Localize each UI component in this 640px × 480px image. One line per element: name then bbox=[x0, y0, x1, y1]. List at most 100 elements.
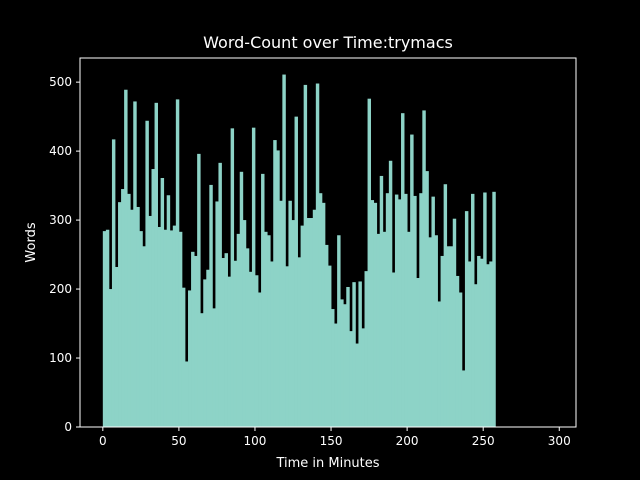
bar bbox=[291, 220, 295, 427]
bar bbox=[321, 202, 326, 427]
bar bbox=[121, 189, 125, 427]
bar bbox=[230, 128, 235, 427]
bar bbox=[437, 301, 441, 427]
bar bbox=[148, 215, 152, 427]
y-tick-label: 300 bbox=[49, 213, 72, 227]
x-tick-label: 0 bbox=[99, 434, 107, 448]
bar bbox=[361, 328, 365, 427]
bar bbox=[416, 278, 420, 427]
bar bbox=[367, 98, 371, 427]
bar bbox=[370, 200, 375, 427]
axes-frame bbox=[79, 57, 577, 428]
bar bbox=[191, 251, 195, 427]
bar bbox=[294, 116, 298, 427]
bar bbox=[242, 220, 247, 427]
bar bbox=[407, 231, 411, 427]
bar bbox=[419, 193, 423, 427]
bar bbox=[297, 257, 302, 427]
bar bbox=[440, 255, 445, 427]
bar bbox=[267, 235, 271, 427]
bar bbox=[443, 184, 448, 427]
bar bbox=[136, 206, 140, 427]
chart-title: Word-Count over Time:trymacs bbox=[203, 33, 453, 52]
y-tick-label: 500 bbox=[49, 75, 72, 89]
bar bbox=[145, 120, 149, 427]
bar bbox=[151, 169, 155, 428]
bar bbox=[270, 261, 274, 427]
bar bbox=[178, 231, 183, 427]
bar bbox=[474, 284, 478, 427]
bar bbox=[209, 184, 213, 427]
bar bbox=[239, 171, 244, 427]
bar bbox=[355, 343, 359, 427]
bar bbox=[276, 150, 280, 428]
bar bbox=[334, 323, 338, 427]
bar bbox=[477, 255, 481, 427]
x-tick-label: 100 bbox=[244, 434, 267, 448]
bar bbox=[206, 269, 210, 427]
bar bbox=[288, 200, 292, 427]
bar bbox=[175, 99, 180, 427]
bar bbox=[388, 160, 393, 427]
bar bbox=[352, 282, 356, 427]
bar bbox=[258, 292, 262, 427]
bar bbox=[166, 195, 171, 427]
y-tick-label: 0 bbox=[64, 420, 72, 434]
bar bbox=[449, 246, 454, 427]
bar bbox=[480, 258, 484, 427]
bar bbox=[154, 102, 158, 427]
bar bbox=[431, 196, 435, 427]
bar bbox=[172, 225, 177, 427]
bar bbox=[343, 304, 347, 427]
bar bbox=[224, 253, 228, 427]
bar bbox=[108, 289, 113, 427]
bar bbox=[102, 231, 107, 427]
bar bbox=[331, 309, 335, 427]
bar bbox=[227, 276, 232, 427]
bar bbox=[200, 313, 204, 427]
bar bbox=[461, 370, 466, 427]
bar bbox=[458, 292, 463, 427]
bar bbox=[337, 235, 341, 427]
bar bbox=[111, 139, 116, 427]
bar bbox=[221, 258, 225, 427]
bar bbox=[410, 134, 414, 427]
bar bbox=[212, 308, 216, 427]
bar bbox=[394, 194, 399, 427]
bar bbox=[404, 193, 408, 427]
bar bbox=[251, 127, 256, 427]
bar bbox=[194, 255, 198, 427]
bar bbox=[233, 260, 238, 427]
bar bbox=[324, 244, 329, 427]
bar bbox=[130, 209, 134, 427]
bar bbox=[160, 178, 165, 427]
x-tick-label: 200 bbox=[396, 434, 419, 448]
bar bbox=[428, 237, 432, 427]
bar bbox=[467, 261, 472, 427]
bar bbox=[118, 202, 122, 427]
bar bbox=[236, 233, 241, 427]
bar bbox=[312, 209, 317, 427]
bar bbox=[340, 299, 344, 427]
bar bbox=[142, 246, 146, 427]
bar bbox=[285, 266, 289, 427]
y-axis-ticks: 0 100 200 300 400 500 bbox=[49, 75, 80, 434]
bar bbox=[379, 175, 384, 427]
bar bbox=[282, 74, 286, 428]
bar bbox=[452, 218, 457, 427]
bar bbox=[413, 195, 417, 427]
bar bbox=[385, 193, 390, 427]
bar bbox=[303, 84, 308, 428]
bar bbox=[397, 199, 402, 427]
bar bbox=[358, 281, 362, 427]
bar bbox=[376, 233, 381, 427]
bar bbox=[114, 266, 119, 427]
bar bbox=[401, 113, 405, 428]
bar bbox=[471, 193, 475, 427]
y-tick-label: 400 bbox=[49, 144, 72, 158]
bar bbox=[188, 290, 192, 427]
bar bbox=[215, 201, 219, 427]
x-tick-label: 150 bbox=[320, 434, 343, 448]
bar bbox=[364, 271, 368, 427]
bar-series bbox=[102, 74, 496, 428]
